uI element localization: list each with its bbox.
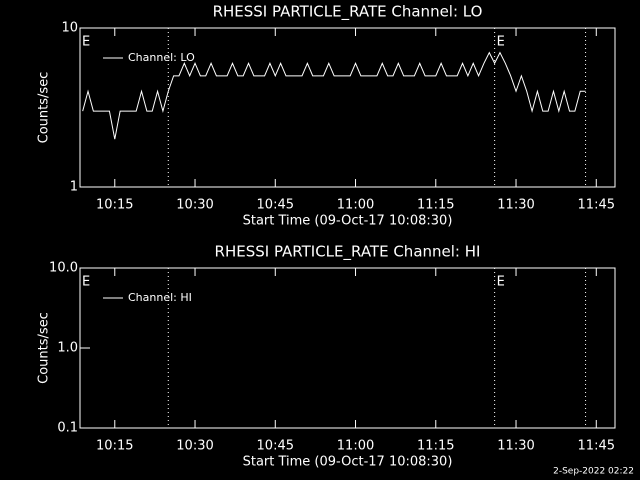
x-tick-label: 10:15: [96, 198, 133, 213]
x-tick-label: 11:15: [417, 198, 454, 213]
plot-frame: [79, 27, 616, 188]
x-tick-label: 10:30: [176, 198, 213, 213]
y-tick-label: 10: [61, 21, 78, 36]
x-axis-label: Start Time (09-Oct-17 10:08:30): [243, 455, 453, 470]
x-tick-label: 10:45: [257, 198, 294, 213]
y-tick-label: 1.0: [57, 341, 78, 356]
x-tick-label: 11:00: [337, 198, 374, 213]
x-tick-label: 11:30: [497, 439, 534, 454]
y-tick-label: 10.0: [49, 261, 78, 276]
annotation: E: [497, 275, 505, 290]
x-axis-label: Start Time (09-Oct-17 10:08:30): [243, 214, 453, 229]
y-axis-label: Counts/sec: [37, 312, 52, 384]
x-tick-label: 11:45: [578, 198, 615, 213]
legend-label: Channel: LO: [128, 51, 195, 64]
x-tick-label: 11:15: [417, 439, 454, 454]
y-tick-label: 0.1: [57, 421, 78, 436]
annotation: E: [82, 35, 90, 50]
footer: 2-Sep-2022 02:22: [553, 467, 634, 477]
chart-title: RHESSI PARTICLE_RATE Channel: HI: [215, 243, 481, 262]
x-tick-label: 10:30: [176, 439, 213, 454]
x-tick-label: 11:30: [497, 198, 534, 213]
x-tick-label: 10:15: [96, 439, 133, 454]
legend-label: Channel: HI: [128, 291, 192, 304]
x-tick-label: 10:45: [257, 439, 294, 454]
y-axis-label: Counts/sec: [37, 72, 52, 144]
chart-title: RHESSI PARTICLE_RATE Channel: LO: [213, 3, 483, 22]
annotation: E: [82, 275, 90, 290]
series-line: [82, 51, 586, 140]
x-tick-label: 11:00: [337, 439, 374, 454]
y-tick-label: 1: [70, 180, 78, 195]
x-tick-label: 11:45: [578, 439, 615, 454]
annotation: E: [497, 35, 505, 50]
